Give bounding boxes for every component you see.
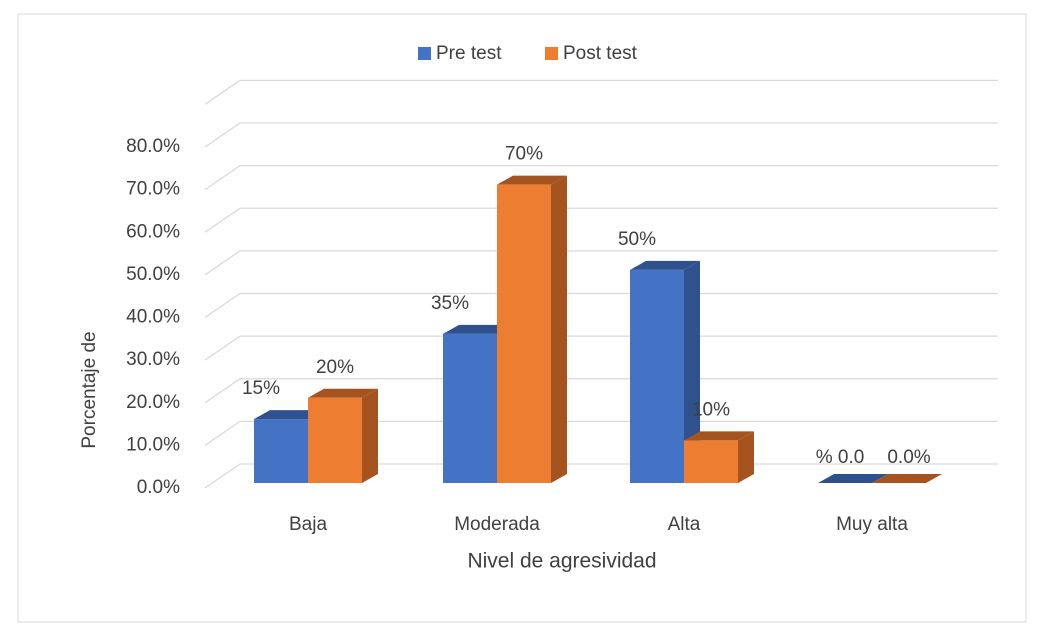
grid-line [204, 378, 998, 404]
bar-top [308, 388, 378, 398]
bar-top [443, 324, 513, 334]
data-label: % 0.0 [816, 447, 865, 468]
legend-label: Post test [563, 43, 638, 64]
y-tick-label: 70.0% [126, 179, 180, 200]
y-tick-label: 0.0% [137, 477, 180, 498]
x-tick-label: Muy alta [836, 514, 908, 535]
grid-line [204, 79, 998, 105]
y-tick-label: 80.0% [126, 136, 180, 157]
data-label: 70% [505, 144, 543, 165]
bar-side [551, 175, 567, 483]
grid-line [204, 250, 998, 276]
y-axis-label: Porcentaje de [79, 331, 100, 448]
y-tick-label: 40.0% [126, 307, 180, 328]
bar-top [684, 431, 754, 441]
y-tick-label: 30.0% [126, 349, 180, 370]
bar-side [738, 431, 754, 483]
bar-top [254, 410, 324, 420]
bar [630, 269, 684, 483]
data-label: 20% [316, 357, 354, 378]
x-tick-label: Alta [668, 514, 701, 535]
grid-line [204, 292, 998, 319]
data-label: 0.0% [887, 447, 930, 468]
legend-swatch [418, 47, 431, 60]
grid-line [204, 335, 998, 361]
data-label: 10% [692, 399, 730, 420]
bar [254, 419, 308, 483]
bar-top [818, 474, 888, 483]
bar-top [872, 474, 942, 483]
grid-line [204, 122, 998, 148]
data-label: 15% [242, 378, 280, 399]
y-tick-label: 60.0% [126, 221, 180, 242]
bar [684, 440, 738, 483]
x-tick-label: Moderada [454, 514, 540, 535]
y-tick-label: 20.0% [126, 392, 180, 413]
x-axis-label: Nivel de agresividad [467, 550, 656, 573]
bar-top [630, 260, 700, 270]
y-tick-label: 10.0% [126, 434, 180, 455]
grid-line [204, 207, 998, 233]
grid-line [204, 420, 998, 446]
y-tick-label: 50.0% [126, 264, 180, 285]
bar [308, 397, 362, 483]
grid-line [204, 164, 998, 191]
data-label: 35% [431, 293, 469, 314]
data-label: 50% [618, 229, 656, 250]
x-tick-label: Baja [289, 514, 327, 535]
bar [443, 333, 497, 483]
bar-side [362, 388, 378, 483]
legend-label: Pre test [436, 43, 502, 64]
legend-swatch [545, 47, 558, 60]
bar-side [684, 260, 700, 483]
bar-top [497, 175, 567, 185]
bar [497, 184, 551, 483]
